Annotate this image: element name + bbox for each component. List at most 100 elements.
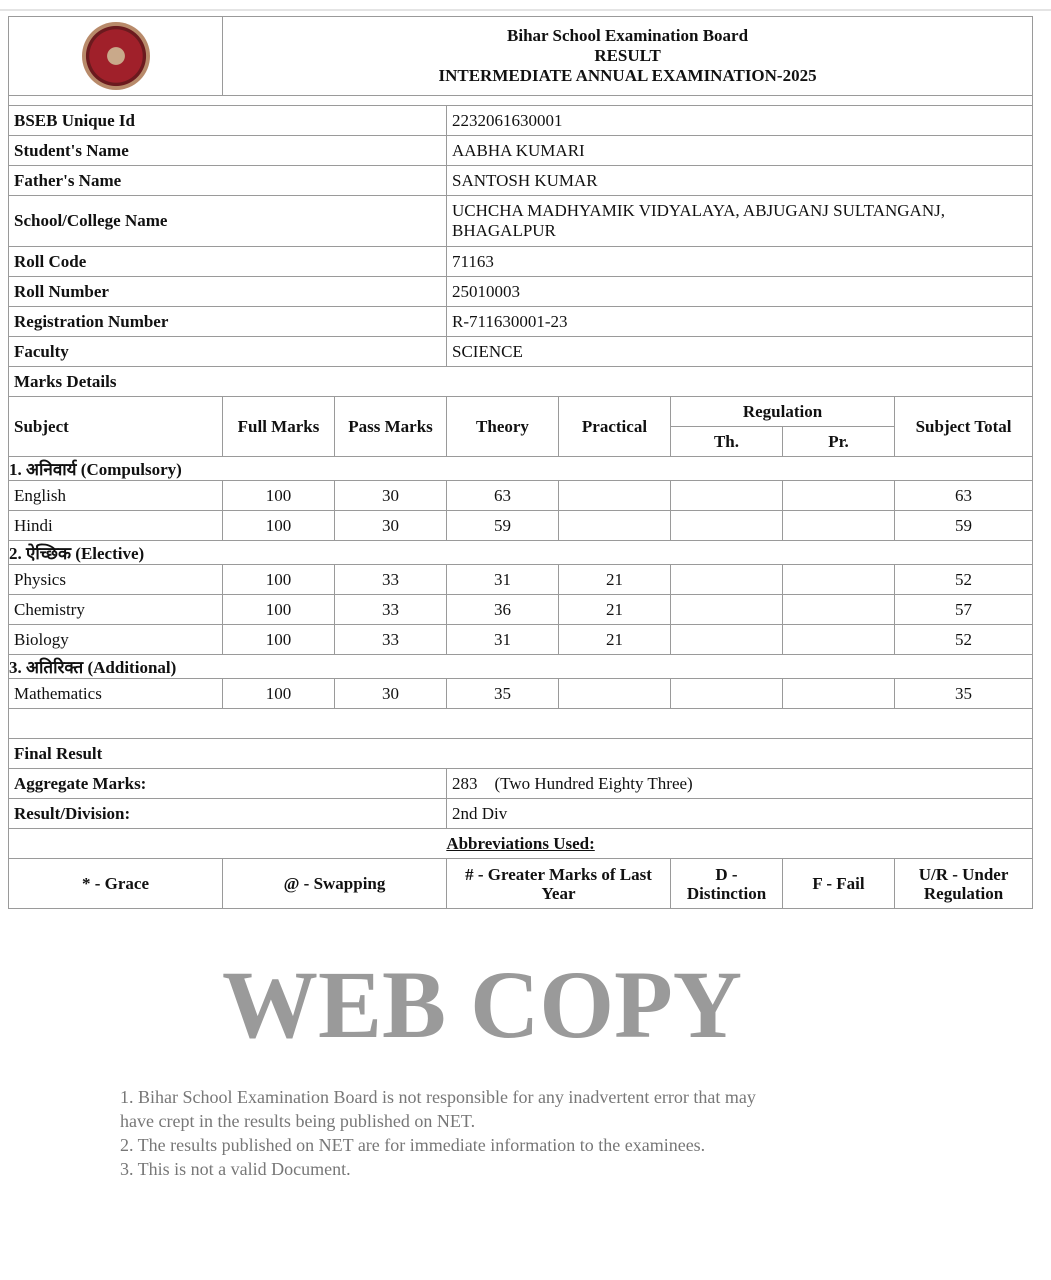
table-row: English 100 30 63 63 xyxy=(8,480,1034,511)
table-row: 2. ऐच्छिक (Elective) xyxy=(7,540,1034,565)
disclaimer-watermark: 1. Bihar School Examination Board is not… xyxy=(120,1085,756,1181)
practical-marks xyxy=(558,678,671,709)
abbr-fail: F - Fail xyxy=(782,858,895,909)
table-row: Subject Full Marks Pass Marks Theory Practic… xyxy=(8,396,1034,457)
table-row: School/College Name UCHCHA MADHYAMIK VIDY… xyxy=(8,195,1034,247)
table-row: 1. अनिवार्य (Compulsory) xyxy=(7,456,1034,481)
reg-th xyxy=(670,594,783,625)
full-marks: 100 xyxy=(222,594,335,625)
reg-pr xyxy=(782,678,895,709)
reg-pr xyxy=(782,564,895,595)
reg-pr xyxy=(782,594,895,625)
table-row: Final Result xyxy=(7,738,1034,769)
division-value: 2nd Div xyxy=(445,798,1034,829)
table-row: Faculty SCIENCE xyxy=(8,336,1034,367)
subject-name: English xyxy=(8,480,223,511)
field-value: 71163 xyxy=(445,246,1034,277)
table-row: Father's Name SANTOSH KUMAR xyxy=(8,165,1034,196)
practical-marks: 21 xyxy=(558,564,671,595)
note-3: 3. This is not a valid Document. xyxy=(120,1159,351,1179)
subject-total: 35 xyxy=(893,678,1034,709)
table-row: 3. अतिरिक्त (Additional) xyxy=(7,654,1034,679)
result-table: Bihar School Examination Board RESULT IN… xyxy=(7,16,1034,909)
division-label: Result/Division: xyxy=(8,798,447,829)
pass-marks: 30 xyxy=(334,480,447,511)
pass-marks: 30 xyxy=(334,510,447,541)
final-result-title: Final Result xyxy=(7,738,1034,769)
field-value: 25010003 xyxy=(445,276,1034,307)
table-row: Aggregate Marks: 283 (Two Hundred Eighty … xyxy=(8,768,1034,799)
note-1b: have crept in the results being publishe… xyxy=(120,1111,476,1131)
practical-marks xyxy=(558,510,671,541)
pass-marks: 30 xyxy=(334,678,447,709)
reg-th xyxy=(670,678,783,709)
field-label: Roll Code xyxy=(8,246,447,277)
reg-pr xyxy=(782,480,895,511)
table-row: Mathematics 100 30 35 35 xyxy=(8,678,1034,709)
table-row: Student's Name AABHA KUMARI xyxy=(8,135,1034,166)
field-label: Roll Number xyxy=(8,276,447,307)
field-label: BSEB Unique Id xyxy=(8,105,447,136)
subject-name: Hindi xyxy=(8,510,223,541)
col-full-marks: Full Marks xyxy=(222,396,335,457)
subject-total: 59 xyxy=(893,510,1034,541)
field-value: AABHA KUMARI xyxy=(445,135,1034,166)
table-row: Biology 100 33 31 21 52 xyxy=(8,624,1034,655)
theory-marks: 31 xyxy=(446,624,559,655)
practical-marks: 21 xyxy=(558,624,671,655)
abbr-grace: * - Grace xyxy=(8,858,223,909)
theory-marks: 35 xyxy=(446,678,559,709)
subject-total: 57 xyxy=(893,594,1034,625)
table-row: Marks Details xyxy=(7,366,1034,397)
subject-total: 52 xyxy=(893,564,1034,595)
full-marks: 100 xyxy=(222,624,335,655)
result-heading: RESULT xyxy=(594,46,661,65)
marks-details-label: Marks Details xyxy=(7,366,1034,397)
section-title: 3. अतिरिक्त (Additional) xyxy=(7,654,1034,679)
theory-marks: 59 xyxy=(446,510,559,541)
theory-marks: 63 xyxy=(446,480,559,511)
field-label: School/College Name xyxy=(8,195,447,247)
col-regulation: Regulation xyxy=(670,396,895,427)
board-name: Bihar School Examination Board xyxy=(507,26,749,45)
theory-marks: 36 xyxy=(446,594,559,625)
table-row: Registration Number R-711630001-23 xyxy=(8,306,1034,337)
abbr-distinction: D - Distinction xyxy=(670,858,783,909)
top-bar xyxy=(0,0,1051,11)
note-2: 2. The results published on NET are for … xyxy=(120,1135,706,1155)
col-subject-total: Subject Total xyxy=(893,396,1034,457)
field-label: Father's Name xyxy=(8,165,447,196)
col-subject: Subject xyxy=(8,396,223,457)
practical-marks xyxy=(558,480,671,511)
reg-th xyxy=(670,480,783,511)
abbr-under-regulation: U/R - Under Regulation xyxy=(893,858,1034,909)
subject-total: 52 xyxy=(893,624,1034,655)
pass-marks: 33 xyxy=(334,594,447,625)
table-row: BSEB Unique Id 2232061630001 xyxy=(8,105,1034,136)
col-theory: Theory xyxy=(446,396,559,457)
section-title: 2. ऐच्छिक (Elective) xyxy=(7,540,1034,565)
field-value: R-711630001-23 xyxy=(445,306,1034,337)
table-row: * - Grace @ - Swapping # - Greater Marks o… xyxy=(8,858,1034,909)
field-value: SANTOSH KUMAR xyxy=(445,165,1034,196)
reg-th xyxy=(670,510,783,541)
subject-name: Physics xyxy=(8,564,223,595)
table-row: Result/Division: 2nd Div xyxy=(8,798,1034,829)
subject-name: Biology xyxy=(8,624,223,655)
field-label: Faculty xyxy=(8,336,447,367)
subject-name: Chemistry xyxy=(8,594,223,625)
reg-th xyxy=(670,624,783,655)
abbr-swapping: @ - Swapping xyxy=(222,858,447,909)
field-label: Registration Number xyxy=(8,306,447,337)
spacer-row xyxy=(7,95,1034,106)
col-pass-marks: Pass Marks xyxy=(334,396,447,457)
col-reg-pr: Pr. xyxy=(782,426,895,457)
subject-name: Mathematics xyxy=(8,678,223,709)
table-row xyxy=(7,708,1034,739)
field-value: UCHCHA MADHYAMIK VIDYALAYA, ABJUGANJ SUL… xyxy=(445,195,1034,247)
table-row: Roll Number 25010003 xyxy=(8,276,1034,307)
section-title: 1. अनिवार्य (Compulsory) xyxy=(7,456,1034,481)
theory-marks: 31 xyxy=(446,564,559,595)
col-practical: Practical xyxy=(558,396,671,457)
table-row: Th. Pr. xyxy=(9,426,1033,457)
